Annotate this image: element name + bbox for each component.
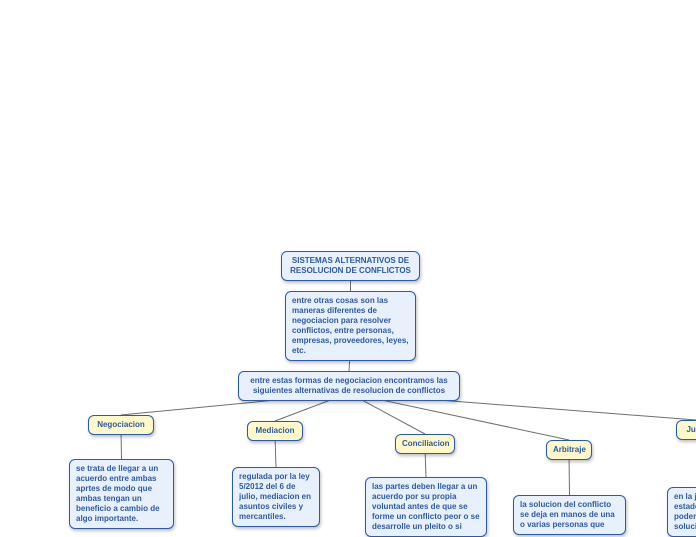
- node-forms: entre estas formas de negociacion encont…: [238, 371, 460, 401]
- node-conciliacion: Conciliacion: [395, 434, 455, 454]
- connector-arbitraje-arb_detail: [569, 454, 570, 495]
- node-root: SISTEMAS ALTERNATIVOS DE RESOLUCION DE C…: [281, 251, 420, 281]
- node-con_detail: las partes deben llegar a un acuerdo por…: [365, 477, 487, 537]
- node-arb_detail: la solucion del conflicto se deja en man…: [513, 495, 626, 535]
- node-jur_detail: en la jurisdic estado el qu poder de dec…: [667, 487, 696, 537]
- node-med_detail: regulada por la ley 5/2012 del 6 de juli…: [232, 467, 320, 527]
- node-juris: Juris: [676, 420, 696, 440]
- node-mediacion: Mediacion: [247, 421, 303, 441]
- node-desc: entre otras cosas son las maneras difere…: [285, 291, 416, 361]
- node-neg_detail: se trata de llegar a un acuerdo entre am…: [69, 459, 174, 529]
- node-arbitraje: Arbitraje: [546, 440, 592, 460]
- node-negociacion: Negociacion: [88, 415, 154, 435]
